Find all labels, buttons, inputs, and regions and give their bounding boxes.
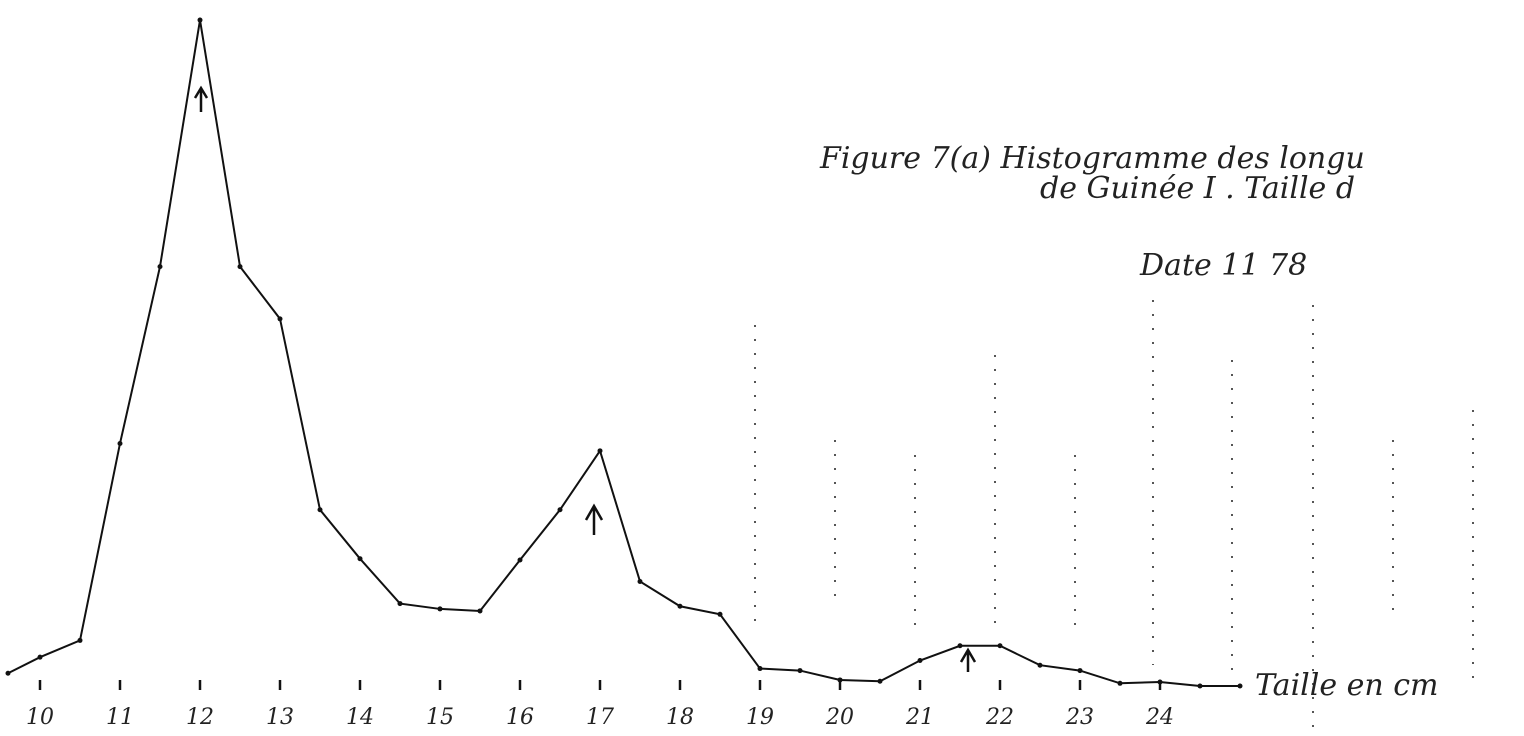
x-tick-label: 24	[1145, 705, 1174, 730]
data-point	[358, 556, 363, 561]
chart: Figure 7(a) Histogramme des longu de Gui…	[0, 0, 1524, 736]
x-axis-label: Taille en cm	[1255, 668, 1439, 703]
data-point	[518, 558, 523, 563]
x-tick-label: 19	[746, 705, 774, 730]
scan-noise	[755, 300, 1473, 730]
data-point	[718, 612, 723, 617]
data-point	[638, 579, 643, 584]
data-line	[8, 20, 1240, 686]
data-point	[1198, 683, 1203, 688]
x-tick-label: 14	[346, 705, 374, 730]
chart-title-line2: de Guinée I . Taille d	[1040, 171, 1355, 206]
data-point	[1078, 668, 1083, 673]
x-tick-label: 13	[266, 705, 294, 730]
data-point	[758, 666, 763, 671]
data-point	[838, 677, 843, 682]
x-tick-label: 16	[506, 705, 534, 730]
data-point	[158, 264, 163, 269]
x-tick-label: 21	[905, 705, 934, 730]
data-point	[238, 264, 243, 269]
data-point	[798, 668, 803, 673]
data-point	[438, 606, 443, 611]
data-point	[598, 448, 603, 453]
data-point	[78, 638, 83, 643]
data-point	[6, 671, 11, 676]
x-tick-label: 18	[666, 705, 694, 730]
x-tick-label: 11	[106, 705, 134, 730]
date-label: Date 11 78	[1139, 248, 1307, 283]
x-tick-label: 12	[186, 705, 214, 730]
data-point	[118, 441, 123, 446]
data-point	[878, 679, 883, 684]
data-point	[1038, 663, 1043, 668]
data-point	[958, 643, 963, 648]
data-point	[478, 608, 483, 613]
x-tick-label: 15	[426, 705, 454, 730]
x-tick-label: 23	[1065, 705, 1094, 730]
x-tick-label: 20	[825, 705, 854, 730]
data-point	[1158, 679, 1163, 684]
data-point	[678, 604, 683, 609]
data-point	[918, 658, 923, 663]
data-point	[278, 316, 283, 321]
data-point	[558, 507, 563, 512]
data-point	[998, 643, 1003, 648]
x-tick-label: 10	[26, 705, 54, 730]
data-point	[318, 507, 323, 512]
data-point	[38, 655, 43, 660]
x-tick-label: 22	[985, 705, 1014, 730]
x-tick-label: 17	[586, 705, 614, 730]
data-point	[198, 18, 203, 23]
data-point	[398, 601, 403, 606]
data-point	[1118, 681, 1123, 686]
data-point	[1238, 683, 1243, 688]
